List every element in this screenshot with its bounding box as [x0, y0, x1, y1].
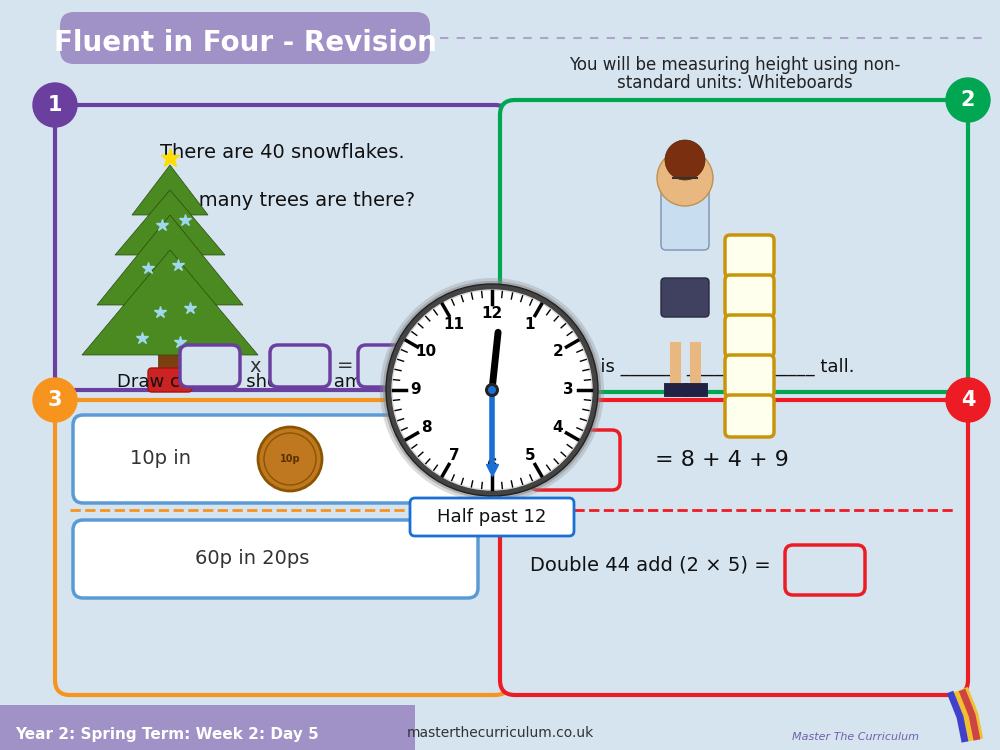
FancyBboxPatch shape: [73, 415, 490, 503]
Circle shape: [665, 140, 705, 180]
Circle shape: [386, 284, 598, 496]
Text: x: x: [249, 356, 261, 376]
Circle shape: [946, 378, 990, 422]
FancyBboxPatch shape: [148, 368, 192, 392]
Circle shape: [383, 281, 601, 499]
Text: 5: 5: [293, 356, 307, 376]
Circle shape: [485, 383, 499, 397]
FancyBboxPatch shape: [661, 278, 709, 317]
Circle shape: [946, 78, 990, 122]
Polygon shape: [97, 215, 243, 305]
Text: How many trees are there?: How many trees are there?: [150, 190, 415, 209]
Text: 3: 3: [563, 382, 573, 398]
FancyBboxPatch shape: [358, 345, 423, 387]
Text: Year 2: Spring Term: Week 2: Day 5: Year 2: Spring Term: Week 2: Day 5: [15, 728, 319, 742]
FancyBboxPatch shape: [500, 400, 968, 695]
FancyBboxPatch shape: [725, 235, 774, 277]
Text: 1: 1: [48, 95, 62, 115]
Text: Master The Curriculum: Master The Curriculum: [792, 732, 918, 742]
Text: Half past 12: Half past 12: [437, 508, 547, 526]
FancyBboxPatch shape: [410, 498, 574, 536]
Text: =: =: [337, 356, 353, 376]
Text: 10: 10: [416, 344, 437, 359]
FancyBboxPatch shape: [725, 275, 774, 317]
FancyBboxPatch shape: [55, 105, 510, 390]
Text: Zach is ______  ______________ tall.: Zach is ______ ______________ tall.: [550, 358, 854, 376]
FancyBboxPatch shape: [55, 400, 510, 695]
Text: 9: 9: [411, 382, 421, 398]
Circle shape: [488, 386, 496, 394]
Text: There are 40 snowflakes.: There are 40 snowflakes.: [160, 143, 405, 163]
Text: You will be measuring height using non-: You will be measuring height using non-: [569, 56, 901, 74]
Circle shape: [386, 284, 598, 496]
Text: 1: 1: [525, 316, 535, 332]
Text: 40: 40: [377, 356, 403, 376]
Circle shape: [33, 378, 77, 422]
Text: Double 44 add (2 × 5) =: Double 44 add (2 × 5) =: [530, 556, 771, 574]
FancyBboxPatch shape: [0, 705, 415, 750]
Text: 7: 7: [449, 448, 459, 464]
FancyBboxPatch shape: [785, 545, 865, 595]
Text: 4: 4: [961, 390, 975, 410]
Polygon shape: [132, 165, 208, 215]
Text: masterthecurriculum.co.uk: masterthecurriculum.co.uk: [406, 726, 594, 740]
FancyBboxPatch shape: [500, 100, 968, 392]
Text: 10p: 10p: [280, 454, 300, 464]
Text: 2: 2: [961, 90, 975, 110]
FancyBboxPatch shape: [60, 12, 430, 64]
Circle shape: [258, 427, 322, 491]
Text: Draw coins to show the amount.: Draw coins to show the amount.: [117, 373, 408, 391]
FancyBboxPatch shape: [158, 352, 182, 370]
FancyBboxPatch shape: [725, 315, 774, 357]
FancyBboxPatch shape: [180, 345, 240, 387]
Text: Fluent in Four - Revision: Fluent in Four - Revision: [54, 29, 436, 57]
Circle shape: [392, 290, 592, 490]
Circle shape: [33, 83, 77, 127]
Text: 4: 4: [553, 421, 563, 436]
Text: = 8 + 4 + 9: = 8 + 4 + 9: [655, 450, 789, 470]
FancyBboxPatch shape: [725, 395, 774, 437]
Polygon shape: [82, 250, 258, 355]
Circle shape: [380, 278, 604, 502]
FancyBboxPatch shape: [661, 186, 709, 250]
Circle shape: [657, 150, 713, 206]
Text: 2: 2: [552, 344, 563, 359]
Text: 60p in 20ps: 60p in 20ps: [195, 550, 310, 568]
Text: 6: 6: [487, 458, 497, 473]
FancyBboxPatch shape: [73, 520, 478, 598]
Text: 12: 12: [481, 307, 503, 322]
FancyBboxPatch shape: [270, 345, 330, 387]
Text: 3: 3: [48, 390, 62, 410]
FancyBboxPatch shape: [530, 430, 620, 490]
Text: standard units: Whiteboards: standard units: Whiteboards: [617, 74, 853, 92]
Text: 5: 5: [525, 448, 535, 464]
Text: 10p in: 10p in: [130, 449, 190, 469]
Polygon shape: [115, 190, 225, 255]
Text: 11: 11: [443, 316, 464, 332]
Text: 8: 8: [421, 421, 431, 436]
FancyBboxPatch shape: [725, 355, 774, 397]
